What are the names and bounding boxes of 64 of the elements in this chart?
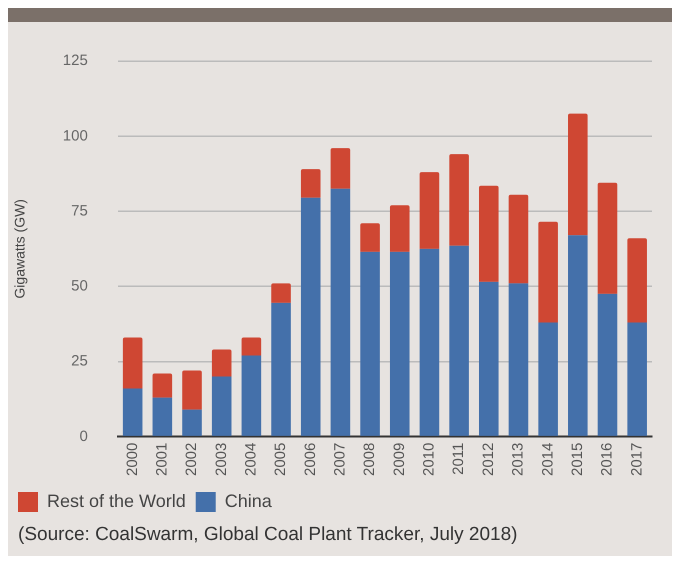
y-tick-label: 0 — [79, 428, 88, 445]
bar — [271, 302, 291, 436]
legend-label: Rest of the World — [47, 490, 186, 511]
x-tick-label: 2012 — [480, 442, 497, 476]
x-tick-label: 2001 — [153, 442, 170, 476]
x-tick-label: 2006 — [302, 442, 319, 476]
bar — [360, 252, 380, 436]
bar — [360, 223, 380, 252]
bar — [598, 294, 618, 436]
bar — [538, 222, 558, 322]
y-tick-label: 125 — [62, 52, 88, 70]
x-tick-label: 2015 — [568, 442, 586, 476]
y-tick-label: 75 — [71, 202, 88, 220]
bar — [242, 337, 262, 356]
bar — [152, 374, 172, 398]
bar — [449, 154, 469, 246]
y-tick-label: 50 — [71, 278, 88, 295]
bar — [212, 349, 232, 377]
text: (Source: CoalSwarm, Global Coal Plant Tracker, July 2018) — [17, 523, 518, 547]
bar — [538, 322, 558, 436]
bar — [182, 410, 202, 436]
x-tick-label: 2000 — [124, 442, 141, 476]
y-tick-label: 25 — [71, 352, 88, 370]
x-tick-label: 2017 — [628, 442, 646, 476]
bar — [420, 248, 440, 436]
x-tick-label: 2004 — [242, 442, 260, 476]
y-tick-label: 100 — [62, 127, 88, 144]
x-tick-label: 2003 — [212, 442, 230, 476]
bar — [330, 148, 350, 189]
legend-label: China — [224, 490, 273, 511]
x-tick-label: 2016 — [598, 442, 616, 476]
bar — [478, 282, 499, 436]
bar — [390, 205, 410, 252]
x-tick-label: 2002 — [183, 442, 200, 476]
bar — [508, 283, 528, 436]
bar — [152, 398, 172, 436]
bar — [212, 376, 232, 436]
bar — [330, 188, 350, 436]
bar — [122, 388, 142, 436]
x-tick-label: 2010 — [420, 442, 438, 476]
bar — [627, 322, 647, 436]
x-tick-label: 2005 — [272, 442, 290, 476]
x-tick-label: 2011 — [450, 442, 468, 475]
y-axis-title: Gigawatts (GW) — [11, 199, 28, 299]
bar — [627, 238, 647, 322]
bar — [478, 186, 499, 282]
bar — [598, 182, 618, 294]
bar — [271, 283, 291, 303]
x-tick-label: 2009 — [390, 442, 408, 476]
bar — [568, 114, 588, 236]
bar — [420, 172, 440, 249]
bar — [242, 355, 262, 436]
bar — [390, 252, 410, 436]
bar — [300, 169, 321, 198]
bar — [449, 246, 469, 436]
bar — [568, 235, 588, 436]
x-tick-label: 2014 — [539, 442, 556, 476]
bar — [122, 337, 142, 389]
bar — [300, 198, 321, 436]
x-tick-label: 2008 — [361, 442, 378, 476]
x-tick-label: 2013 — [510, 442, 527, 476]
bar — [182, 370, 202, 410]
bar — [508, 194, 528, 284]
x-tick-label: 2007 — [332, 442, 349, 476]
